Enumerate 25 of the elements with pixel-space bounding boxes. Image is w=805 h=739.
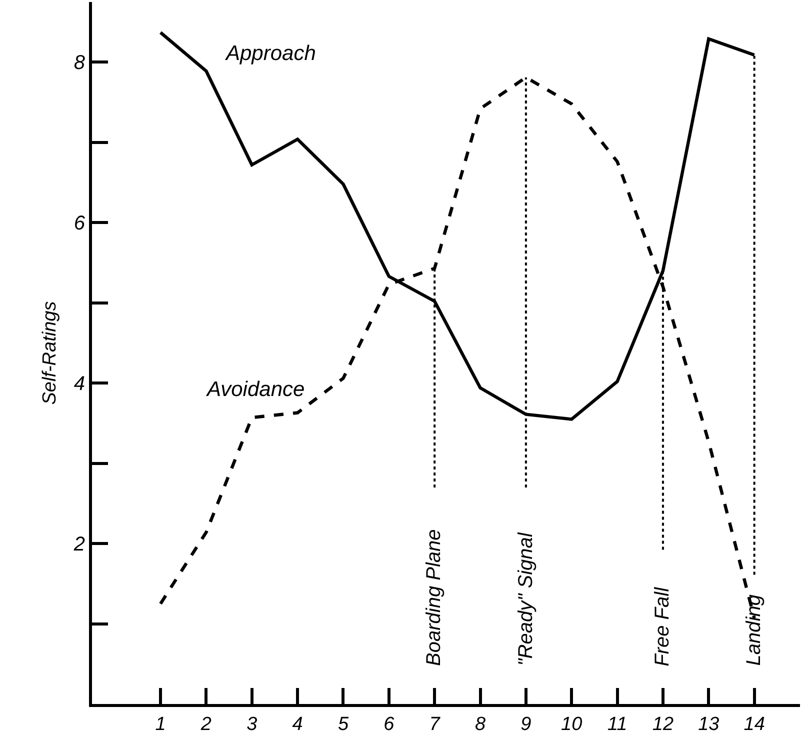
x-tick-label: 14 [744, 714, 765, 735]
x-tick-label: 6 [384, 714, 395, 735]
y-tick-label: 8 [74, 52, 85, 74]
series-label: Avoidance [205, 378, 305, 401]
x-tick-label: 13 [698, 714, 720, 735]
y-tick-label: 2 [72, 534, 85, 556]
x-tick-label: 3 [246, 714, 258, 735]
x-tick-label: 11 [607, 714, 628, 735]
x-tick-label: 4 [292, 714, 303, 735]
x-tick-label: 5 [338, 714, 349, 735]
x-tick-label: 1 [155, 714, 166, 735]
ref-line-label: Landing [742, 594, 765, 666]
y-tick-label: 4 [74, 373, 85, 396]
ref-line-label: Free Fall [652, 586, 674, 666]
series-label: Approach [224, 42, 316, 65]
ref-line-label: Boarding Plane [423, 529, 446, 666]
y-axis-title: Self-Ratings [40, 300, 61, 405]
x-tick-label: 7 [429, 714, 442, 735]
y-tick-label: 6 [74, 212, 86, 235]
x-tick-label: 9 [520, 714, 532, 735]
x-tick-label: 10 [561, 714, 583, 735]
ref-line-label: "Ready" Signal [515, 532, 538, 666]
x-tick-label: 2 [200, 714, 212, 735]
x-tick-label: 12 [652, 714, 674, 735]
x-tick-label: 8 [474, 714, 486, 735]
